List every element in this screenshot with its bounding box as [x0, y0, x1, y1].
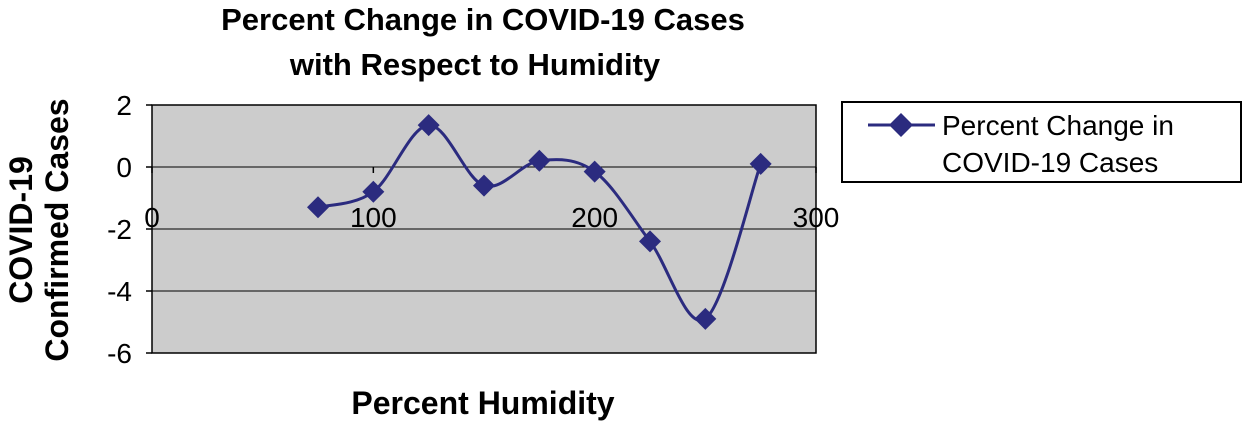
y-axis-title-line-1: COVID-19 [3, 156, 39, 304]
x-tick-label: 100 [350, 202, 397, 233]
x-axis-title: Percent Humidity [351, 385, 614, 421]
data-point-diamond [528, 149, 551, 172]
series-layer [307, 114, 772, 330]
legend-label-line-1: Percent Change in [942, 110, 1174, 141]
data-point-diamond [639, 230, 661, 253]
x-tick-label: 0 [144, 202, 160, 233]
x-axis-ticks: 0 100 200 300 [144, 167, 839, 233]
gridlines [152, 104, 816, 354]
data-point-diamond [417, 114, 440, 137]
data-point-diamond [473, 174, 495, 197]
y-tick-label: 2 [116, 90, 132, 121]
y-axis-title: COVID-19 Confirmed Cases [3, 98, 75, 361]
data-point-diamond [749, 152, 772, 175]
legend-label-line-2: COVID-19 Cases [942, 147, 1158, 178]
data-point-diamond [583, 160, 606, 183]
y-tick-label: 0 [116, 152, 132, 183]
y-tick-label: -4 [107, 276, 132, 307]
y-axis-ticks: 2 0 -2 -4 -6 [107, 90, 152, 369]
chart-title-line-1: Percent Change in COVID-19 Cases [221, 2, 745, 37]
data-point-diamond [307, 196, 329, 219]
data-point-diamond [694, 307, 717, 330]
data-point-diamond [362, 180, 385, 203]
x-tick-label: 200 [571, 202, 618, 233]
y-axis-title-line-2: Confirmed Cases [39, 98, 75, 361]
legend-box [841, 101, 1242, 183]
x-tick-label: 300 [793, 202, 840, 233]
legend-diamond-marker [889, 113, 913, 137]
y-tick-label: -6 [107, 338, 132, 369]
legend: Percent Change in COVID-19 Cases [841, 101, 1242, 183]
chart-title-line-2: with Respect to Humidity [289, 47, 661, 82]
y-tick-label: -2 [107, 214, 132, 245]
